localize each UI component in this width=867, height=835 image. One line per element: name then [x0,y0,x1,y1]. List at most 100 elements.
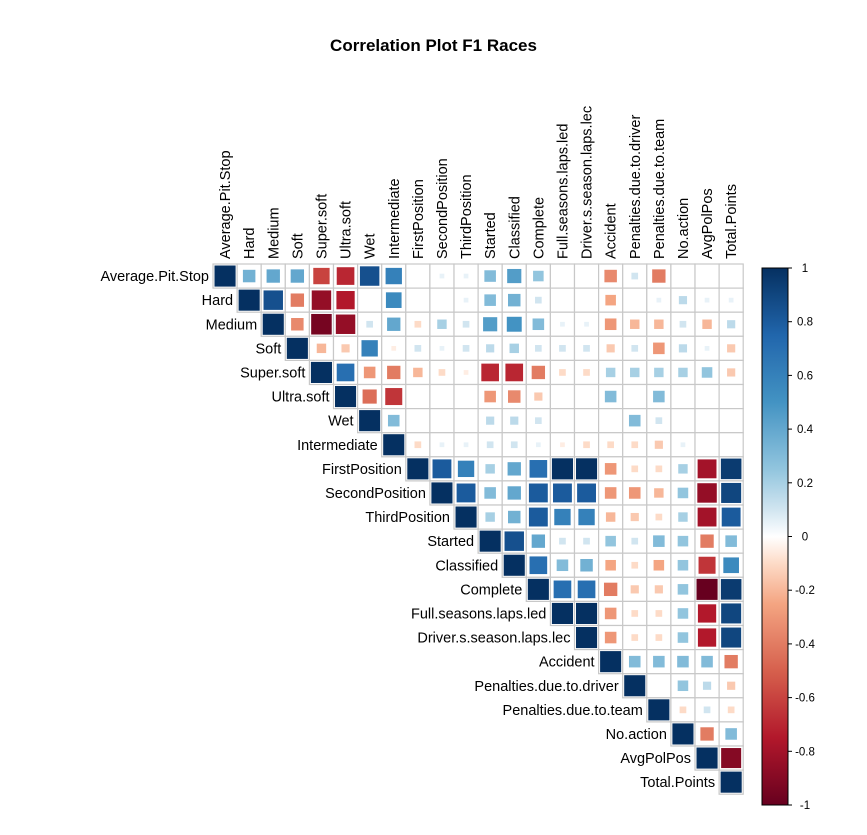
correlation-square [584,321,589,327]
grid-cell [718,263,744,289]
correlation-square [507,486,521,500]
correlation-square [677,584,689,595]
grid-cell [357,287,383,313]
correlation-square [648,699,670,721]
correlation-square [697,459,717,479]
row-label: Intermediate [297,438,378,454]
correlation-square [628,655,641,668]
grid-cell [670,383,696,410]
correlation-square [724,654,738,669]
correlation-square [678,296,688,305]
row-label: ThirdPosition [365,510,450,526]
grid-cell [622,480,648,506]
correlation-square [655,634,663,641]
correlation-square [701,367,713,378]
correlation-square [631,610,639,617]
row-label: Hard [202,293,233,309]
correlation-square [677,487,689,499]
correlation-square [414,320,422,328]
row-label: FirstPosition [322,462,402,478]
correlation-square [678,344,688,353]
correlation-square [628,414,641,427]
correlation-square [605,535,616,547]
correlation-square [362,389,377,404]
correlation-square [727,344,736,353]
correlation-square [630,319,640,329]
column-label: Wet [363,233,379,259]
correlation-square [703,706,711,714]
correlation-square [630,367,640,378]
correlation-square [653,655,665,668]
correlation-square [677,680,689,692]
correlation-square [463,273,469,279]
row-label: Total.Points [640,775,715,791]
correlation-square [559,369,566,376]
correlation-square [366,320,373,328]
colorbar-tick-label: 0.2 [797,478,813,490]
correlation-square [655,465,663,473]
row-label: Full.seasons.laps.led [411,606,546,622]
correlation-square [481,363,499,382]
correlation-square [509,343,519,354]
grid-cell [718,383,744,410]
grid-cell [525,263,551,289]
correlation-square [578,508,595,526]
correlation-square [290,293,305,307]
correlation-square [336,363,355,382]
correlation-square [677,535,689,547]
correlation-square [387,414,400,427]
grid-cell [405,408,431,434]
correlation-square [604,631,617,644]
correlation-square [510,441,518,449]
correlation-square [631,345,639,352]
grid-cell [694,432,720,458]
correlation-square [437,319,447,329]
correlation-square [529,460,548,478]
correlation-square [603,582,618,597]
correlation-square [654,488,664,498]
grid-cell [549,263,576,289]
correlation-square [385,267,402,285]
correlation-square [484,390,496,403]
grid-cell [405,383,431,410]
correlation-square [414,441,422,449]
correlation-square [290,269,305,283]
correlation-square [604,463,617,475]
grid-cell [622,287,648,313]
correlation-square [439,442,445,448]
correlation-square [508,510,521,524]
correlation-square [605,294,616,306]
correlation-square [697,483,717,503]
correlation-square [554,508,571,526]
correlation-square [266,269,280,283]
correlation-square [654,367,664,378]
correlation-square [359,410,381,432]
correlation-square [631,441,639,449]
grid-cell [405,287,431,313]
correlation-square [672,723,694,745]
correlation-square [310,361,332,383]
row-label: No.action [606,727,667,743]
grid-cell [597,408,624,434]
column-label: Complete [531,197,547,259]
column-label: Penalties.due.to.driver [628,115,644,259]
correlation-square [604,318,617,331]
correlation-square [677,655,689,668]
correlation-square [479,530,501,552]
correlation-square [679,320,687,328]
correlation-square [606,344,615,353]
correlation-square [727,368,736,377]
correlation-square [697,628,717,647]
grid-cell [694,408,720,434]
correlation-square [531,365,546,380]
grid-cell [694,383,720,410]
correlation-square [551,458,573,480]
correlation-square [725,728,737,740]
grid-cell [381,311,407,337]
correlation-square [463,297,469,303]
correlation-square [721,482,742,503]
column-label: Accident [604,203,620,259]
correlation-square [702,681,712,690]
colorbar-tick-label: -0.8 [795,746,815,758]
correlation-square [631,465,639,473]
